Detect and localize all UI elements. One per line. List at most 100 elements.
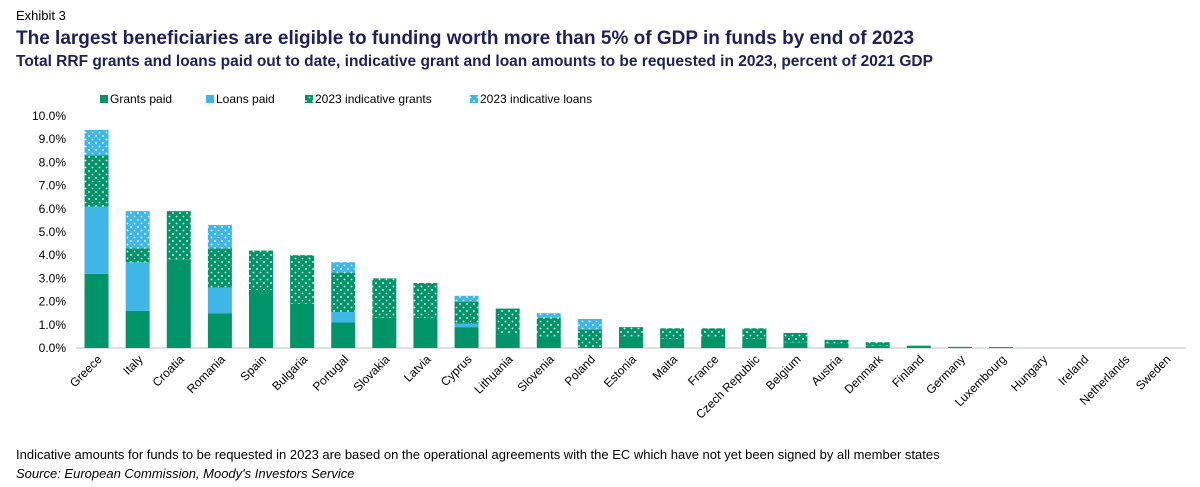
- x-tick-label: Denmark: [841, 352, 886, 397]
- bar-segment-grants-paid: [865, 345, 890, 348]
- bar-segment-2023-indicative-grants: [577, 329, 602, 348]
- bar-segment-2023-indicative-grants: [249, 250, 273, 290]
- bar-segment-2023-indicative-loans: [454, 295, 479, 302]
- x-tick-label: Spain: [238, 352, 270, 384]
- x-tick-label: Sweden: [1133, 352, 1174, 393]
- bar-segment-2023-indicative-loans: [331, 262, 356, 273]
- bar-segment-grants-paid: [207, 313, 232, 348]
- bar-segment-loans-paid: [84, 206, 109, 274]
- x-tick-label: Lithuania: [471, 352, 516, 397]
- bar-segment-loans-paid: [454, 323, 479, 328]
- bar-segment-grants-paid: [290, 303, 315, 348]
- bar-segment-2023-indicative-loans: [577, 319, 602, 330]
- legend-swatch: [100, 95, 108, 103]
- exhibit-label: Exhibit 3: [16, 8, 66, 23]
- bar-segment-2023-indicative-grants: [536, 317, 561, 337]
- bar-stack-croatia: [166, 211, 191, 348]
- bar-segment-2023-indicative-grants: [84, 155, 109, 207]
- bar-segment-2023-indicative-grants: [372, 278, 397, 318]
- bar-segment-grants-paid: [906, 345, 931, 348]
- bar-stack-italy: [125, 211, 150, 348]
- legend-swatch: [206, 95, 214, 103]
- bar-stack-malta: [660, 328, 685, 348]
- bar-segment-2023-indicative-grants: [742, 328, 767, 339]
- x-tick-label: Finland: [889, 352, 927, 390]
- bar-segment-2023-indicative-grants: [207, 248, 232, 288]
- bar-segment-2023-indicative-grants: [619, 327, 643, 337]
- x-tick-label: Belgium: [763, 352, 804, 393]
- bar-stack-bulgaria: [290, 255, 315, 348]
- legend: Grants paid Loans paid 2023 indicative gra…: [100, 92, 592, 106]
- legend-label: Loans paid: [216, 92, 275, 106]
- bar-segment-2023-indicative-grants: [495, 308, 520, 335]
- bar-stack-spain: [249, 250, 273, 348]
- legend-label: Grants paid: [110, 92, 172, 106]
- y-tick-label: 1.0%: [39, 318, 67, 332]
- bars: [84, 129, 1013, 348]
- bar-stack-germany: [947, 346, 972, 348]
- bar-segment-grants-paid: [372, 317, 397, 348]
- bar-segment-grants-paid: [619, 336, 643, 348]
- bar-segment-2023-indicative-grants: [290, 255, 315, 304]
- bar-stack-slovakia: [372, 278, 397, 348]
- y-tick-label: 3.0%: [39, 271, 67, 285]
- bar-stack-luxembourg: [989, 347, 1013, 348]
- y-tick-label: 2.0%: [39, 295, 67, 309]
- bar-segment-2023-indicative-grants: [701, 328, 726, 337]
- y-tick-label: 7.0%: [39, 179, 67, 193]
- bar-stack-france: [701, 328, 726, 348]
- bar-stack-romania: [207, 225, 232, 348]
- legend-swatch: [305, 95, 313, 103]
- bar-segment-2023-indicative-loans: [536, 313, 561, 318]
- x-tick-label: Estonia: [601, 352, 639, 390]
- legend-label: 2023 indicative loans: [480, 92, 592, 106]
- bar-segment-2023-indicative-loans: [84, 129, 109, 156]
- x-tick-label: Austria: [808, 352, 845, 389]
- bar-segment-2023-indicative-grants: [454, 301, 479, 324]
- bar-segment-2023-indicative-grants: [331, 272, 356, 313]
- x-tick-label: Greece: [67, 352, 105, 390]
- legend-label: 2023 indicative grants: [315, 92, 432, 106]
- bar-stack-estonia: [619, 327, 643, 348]
- bar-segment-grants-paid: [783, 342, 808, 348]
- y-tick-label: 0.0%: [39, 341, 67, 355]
- y-tick-label: 5.0%: [39, 225, 67, 239]
- bar-stack-lithuania: [495, 308, 520, 348]
- bar-segment-2023-indicative-grants: [865, 342, 890, 346]
- bar-segment-grants-paid: [742, 338, 767, 348]
- bar-stack-austria: [824, 339, 849, 348]
- bar-segment-grants-paid: [413, 317, 438, 348]
- bar-stack-portugal: [331, 262, 356, 348]
- y-tick-label: 4.0%: [39, 248, 67, 262]
- bar-segment-grants-paid: [331, 322, 356, 348]
- bar-segment-grants-paid: [166, 259, 191, 348]
- stacked-bar-chart: Grants paid Loans paid 2023 indicative gra…: [32, 92, 1186, 422]
- bar-segment-2023-indicative-grants: [125, 248, 150, 263]
- x-tick-label: Slovakia: [350, 352, 392, 394]
- bar-segment-2023-indicative-grants: [166, 211, 191, 260]
- bar-stack-belgium: [783, 332, 808, 348]
- bar-segment-grants-paid: [947, 346, 972, 348]
- bar-segment-grants-paid: [84, 273, 109, 348]
- bar-stack-czech-republic: [742, 328, 767, 348]
- x-tick-label: Poland: [562, 352, 598, 388]
- legend-swatch: [470, 95, 478, 103]
- bar-segment-2023-indicative-grants: [783, 332, 808, 343]
- x-tick-label: Malta: [650, 352, 681, 383]
- bar-segment-grants-paid: [701, 336, 726, 348]
- bar-segment-grants-paid: [989, 347, 1013, 348]
- bar-segment-loans-paid: [125, 262, 150, 311]
- bar-stack-greece: [84, 129, 109, 348]
- chart-title: The largest beneficiaries are eligible t…: [16, 28, 915, 49]
- bar-segment-2023-indicative-grants: [660, 328, 685, 339]
- y-axis: 0.0% 1.0% 2.0% 3.0% 4.0% 5.0% 6.0% 7.0% 8.0% 9.0%…: [32, 109, 1186, 355]
- bar-segment-2023-indicative-loans: [125, 211, 150, 249]
- bar-segment-grants-paid: [454, 327, 479, 348]
- footnote: Indicative amounts for funds to be reque…: [16, 447, 940, 462]
- bar-stack-slovenia: [536, 313, 561, 348]
- bar-stack-denmark: [865, 342, 890, 348]
- bar-segment-grants-paid: [495, 334, 520, 348]
- x-tick-label: Italy: [120, 352, 145, 377]
- x-tick-label: Latvia: [401, 352, 434, 385]
